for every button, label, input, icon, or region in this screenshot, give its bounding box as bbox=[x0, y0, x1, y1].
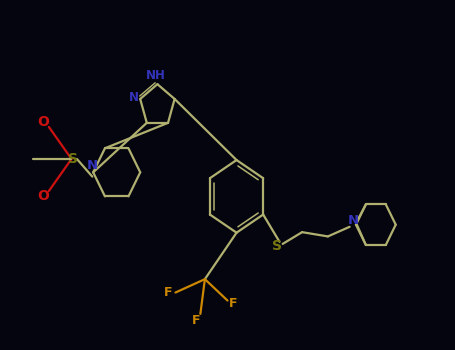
Text: N: N bbox=[86, 159, 97, 172]
Text: NH: NH bbox=[146, 69, 166, 82]
Text: F: F bbox=[229, 297, 238, 310]
Text: O: O bbox=[37, 114, 49, 128]
Text: N: N bbox=[348, 215, 359, 228]
Text: F: F bbox=[164, 286, 172, 299]
Text: S: S bbox=[68, 152, 78, 166]
Text: F: F bbox=[192, 314, 200, 327]
Text: S: S bbox=[272, 239, 282, 253]
Text: N: N bbox=[129, 91, 139, 104]
Text: O: O bbox=[37, 189, 49, 203]
